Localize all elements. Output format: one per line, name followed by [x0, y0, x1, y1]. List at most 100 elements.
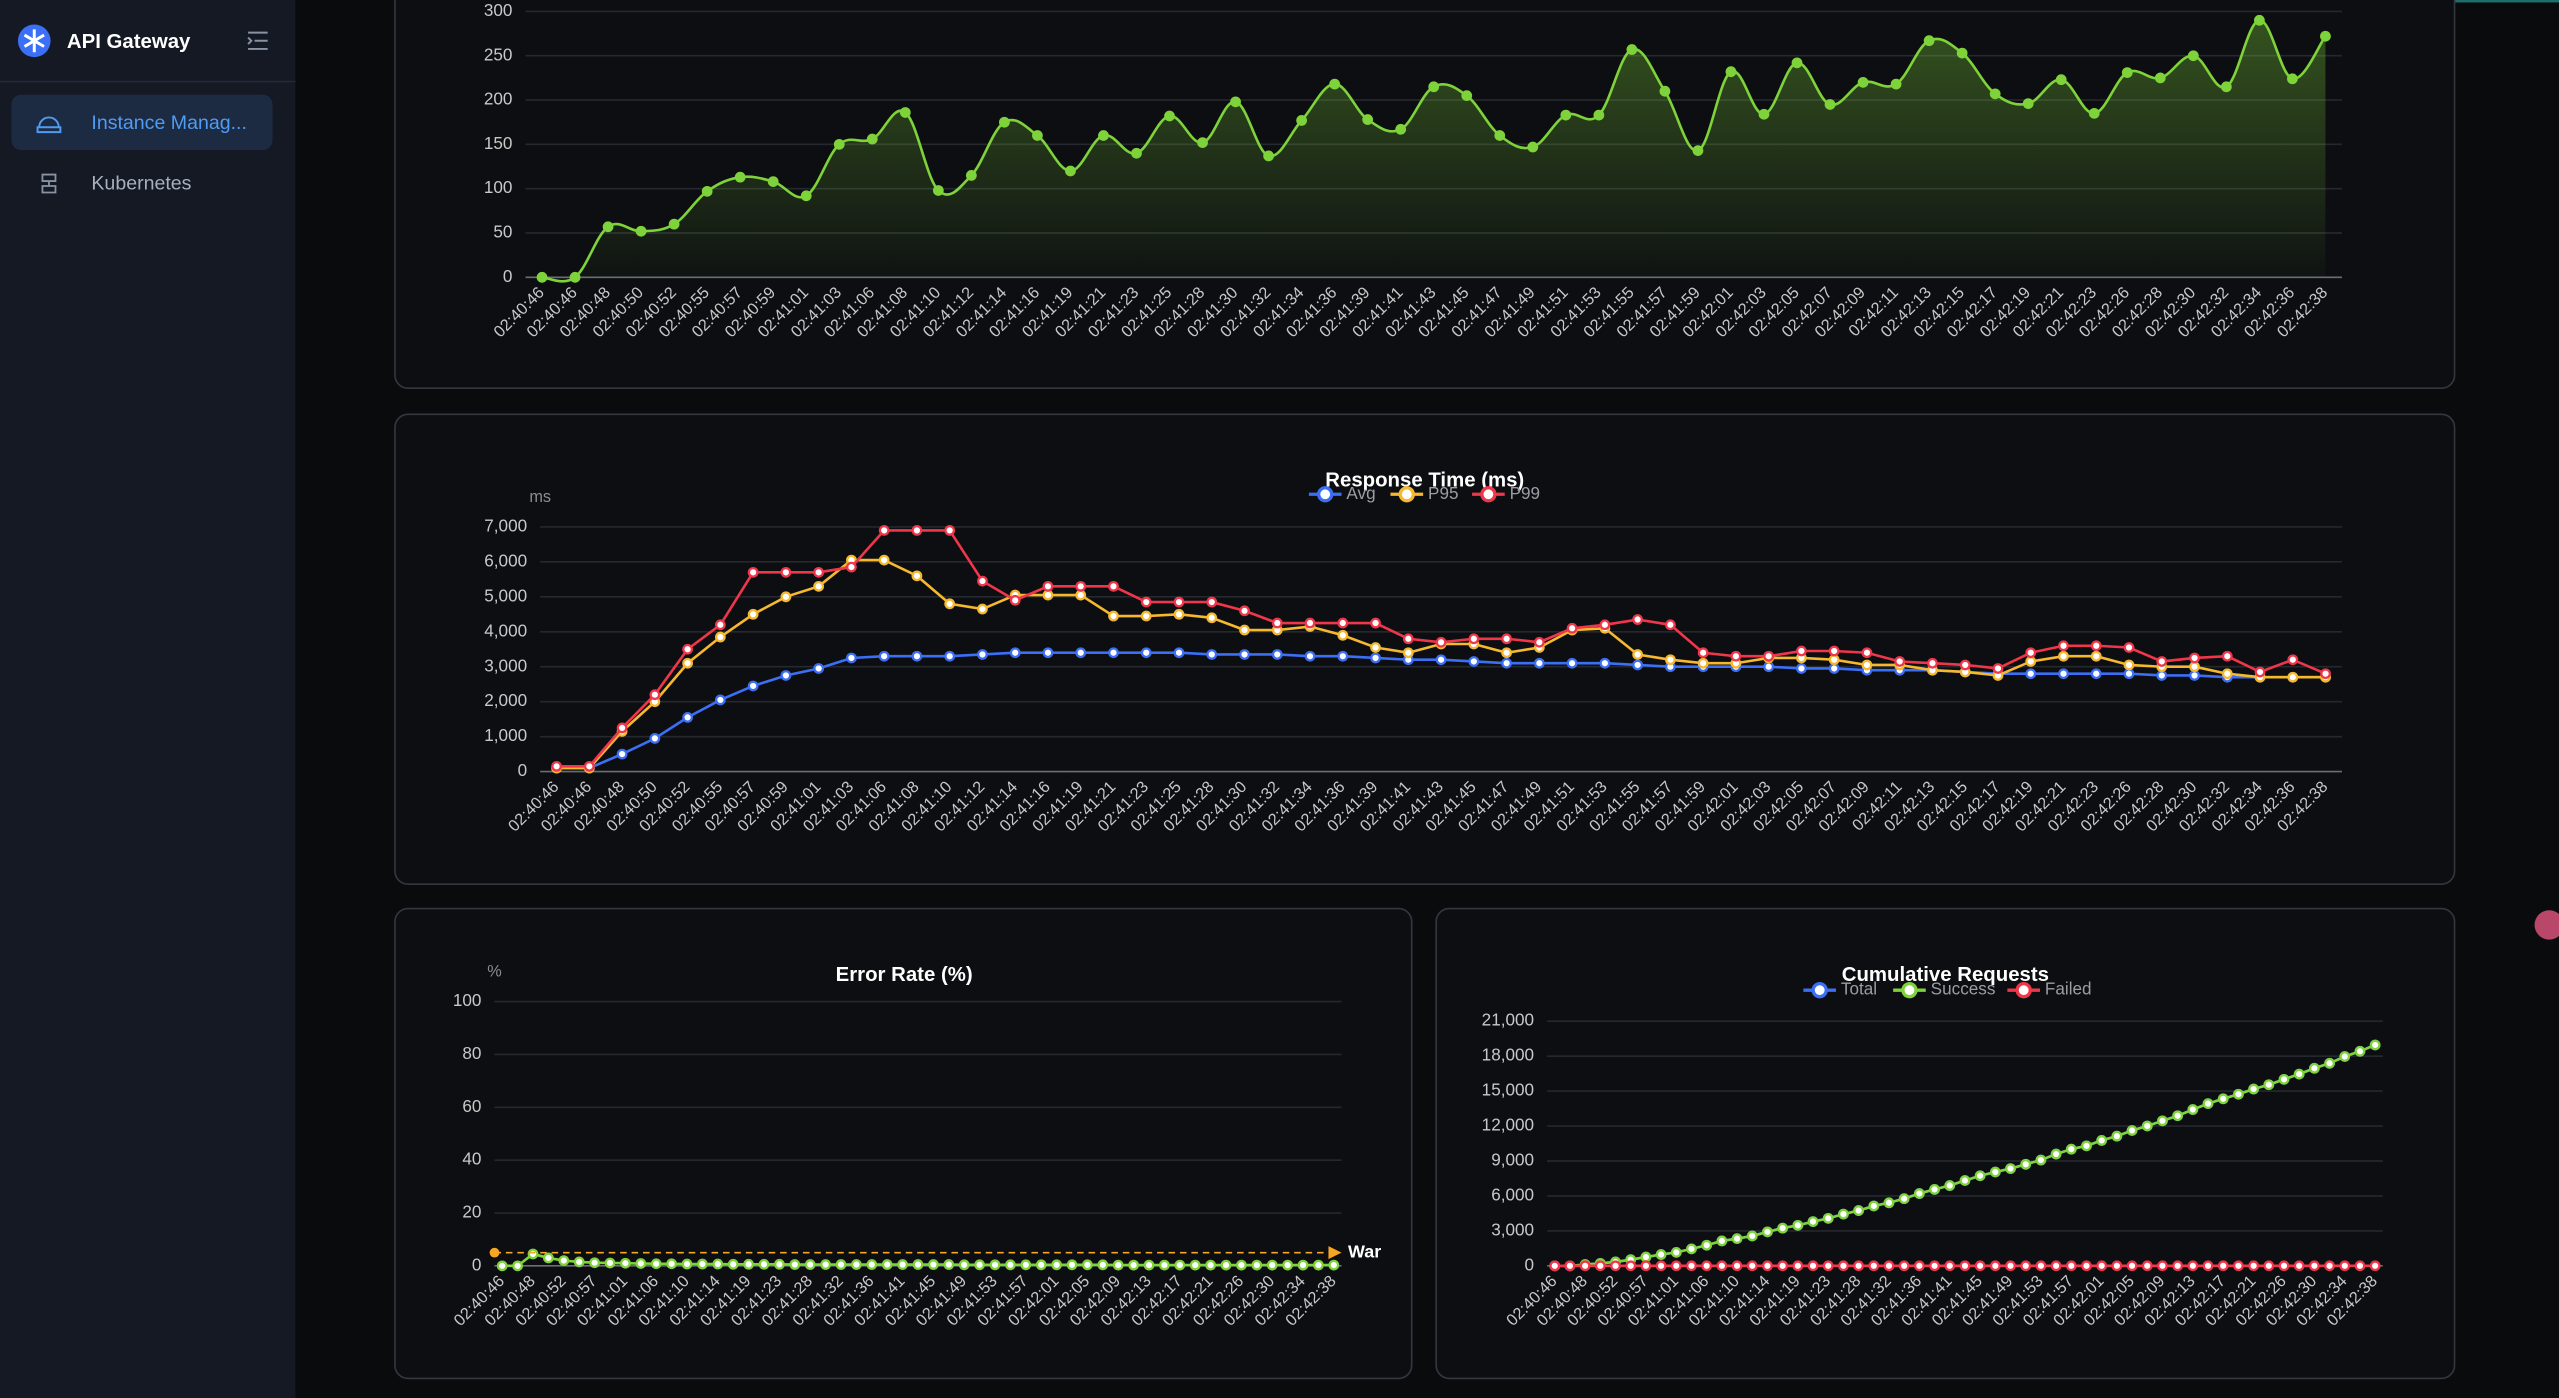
data-point — [1989, 88, 2001, 100]
data-point — [1251, 1259, 1263, 1271]
y-tick-label: 6,000 — [484, 550, 527, 570]
data-point — [820, 1259, 831, 1270]
data-point — [1108, 610, 1119, 622]
menu-item-active[interactable] — [11, 94, 273, 151]
data-point — [1763, 661, 1775, 673]
data-point — [866, 133, 878, 145]
data-point — [1337, 650, 1349, 662]
data-point — [1197, 137, 1208, 148]
data-point — [851, 1259, 862, 1270]
data-point — [866, 1259, 878, 1270]
data-point — [2141, 1120, 2153, 1132]
axis-unit: % — [487, 963, 502, 981]
data-point — [2020, 1260, 2032, 1272]
data-point — [1989, 1166, 2001, 1178]
data-point — [1042, 580, 1054, 592]
data-point — [697, 1258, 708, 1270]
floating-button[interactable] — [2534, 910, 2559, 940]
legend-swatch — [1398, 486, 1415, 503]
data-point — [1082, 1259, 1093, 1271]
data-point — [1313, 1259, 1324, 1271]
data-point — [1108, 647, 1119, 659]
data-point — [2202, 1260, 2214, 1272]
y-tick-label: 100 — [484, 177, 513, 197]
data-point — [1777, 1222, 1789, 1234]
data-point — [2187, 1260, 2199, 1272]
y-tick-label: 100 — [453, 990, 482, 1010]
data-point — [1659, 85, 1671, 97]
menu-label[interactable]: Instance Manag... — [91, 112, 247, 134]
data-point — [2157, 1260, 2168, 1272]
data-point — [714, 694, 726, 706]
data-point — [1065, 165, 1076, 177]
data-point — [2154, 72, 2166, 84]
data-point — [1959, 1260, 1971, 1272]
data-point — [1296, 115, 1308, 126]
data-point — [604, 1257, 616, 1269]
data-point — [2050, 1260, 2062, 1272]
data-point — [543, 1252, 554, 1264]
data-point — [1468, 656, 1480, 667]
data-point — [944, 525, 956, 536]
data-point — [1929, 1260, 1940, 1272]
data-point — [1282, 1259, 1294, 1271]
data-point — [1271, 649, 1283, 660]
data-point — [616, 748, 628, 760]
data-point — [2339, 1260, 2351, 1272]
axis-unit: ms — [529, 488, 551, 506]
chart-title: Error Rate (%) — [836, 964, 973, 986]
data-point — [2369, 1039, 2381, 1051]
y-tick-label: 5,000 — [484, 585, 527, 605]
data-point — [878, 525, 890, 536]
legend-swatch — [1811, 982, 1828, 999]
data-point — [2058, 668, 2069, 680]
data-point — [1959, 1175, 1971, 1186]
data-point — [1956, 47, 1968, 59]
data-point — [2263, 1079, 2275, 1091]
data-point — [1692, 145, 1704, 156]
data-point — [747, 566, 759, 578]
menu-icon — [41, 173, 57, 194]
data-point — [1206, 649, 1218, 660]
data-point — [2126, 1260, 2138, 1272]
data-point — [1143, 1259, 1155, 1271]
data-point — [1746, 1230, 1758, 1242]
data-point — [1853, 1260, 1864, 1272]
data-point — [944, 598, 956, 610]
data-point — [1042, 647, 1054, 659]
data-point — [1974, 1260, 1986, 1272]
data-point — [928, 1259, 939, 1270]
data-point — [635, 1258, 647, 1269]
menu-icon — [36, 116, 62, 134]
data-point — [1239, 624, 1250, 636]
y-tick-label: 4,000 — [484, 620, 527, 640]
data-point — [1927, 657, 1938, 669]
menu-label[interactable]: Kubernetes — [91, 173, 191, 195]
data-point — [1266, 1259, 1278, 1271]
data-point — [1328, 1259, 1340, 1271]
data-point — [682, 712, 693, 723]
collapse-button[interactable] — [247, 31, 268, 50]
data-point — [1791, 57, 1803, 69]
data-point — [2126, 1125, 2138, 1136]
data-point — [1716, 1260, 1728, 1272]
data-point — [813, 663, 825, 674]
data-point — [1402, 633, 1414, 645]
data-point — [977, 649, 988, 660]
y-tick-label: 1,000 — [484, 725, 527, 745]
legend-swatch — [2015, 982, 2032, 999]
data-point — [2220, 81, 2232, 93]
data-point — [2287, 654, 2299, 666]
data-point — [747, 608, 759, 620]
data-point — [1640, 1251, 1652, 1263]
data-point — [2293, 1068, 2305, 1080]
data-point — [747, 680, 759, 692]
data-point — [912, 1259, 924, 1270]
data-point — [569, 271, 581, 283]
data-point — [650, 1258, 662, 1270]
data-point — [1239, 649, 1250, 660]
y-tick-label: 7,000 — [484, 515, 527, 535]
data-point — [804, 1259, 816, 1270]
data-point — [2081, 1140, 2092, 1152]
data-point — [2263, 1260, 2275, 1272]
